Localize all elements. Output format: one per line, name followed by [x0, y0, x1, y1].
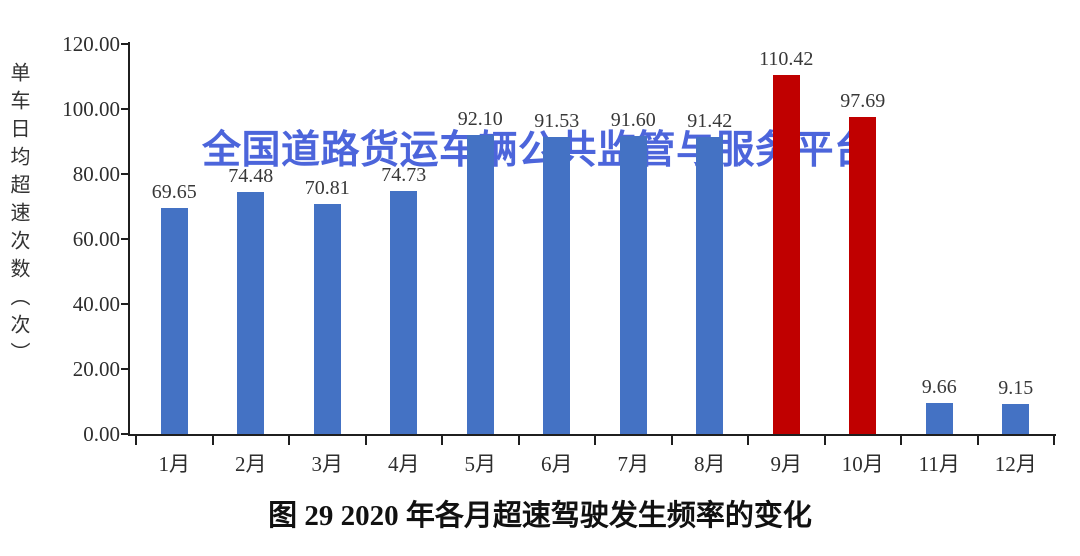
x-tick-mark: [976, 436, 979, 445]
y-tick-mark: [121, 108, 130, 110]
x-tick-label: 8月: [694, 452, 726, 476]
x-tick-label: 12月: [994, 452, 1037, 476]
bar-10月: [849, 116, 877, 434]
x-tick-label: 4月: [388, 452, 420, 476]
y-tick-label: 0.00: [83, 422, 120, 446]
bar-value-label: 91.42: [687, 109, 733, 132]
x-tick-label: 10月: [841, 452, 884, 476]
x-tick-label: 1月: [158, 452, 191, 476]
y-tick-mark: [121, 173, 130, 175]
y-tick-label: 120.00: [62, 32, 120, 56]
x-tick-mark: [517, 436, 520, 445]
y-axis-title: 单车日均超速次数（次）: [7, 62, 29, 370]
x-tick-label: 3月: [311, 452, 344, 476]
bar-12月: [1002, 404, 1030, 434]
bar-value-label: 9.15: [998, 377, 1034, 400]
y-tick-mark: [121, 238, 130, 240]
bar-1月: [160, 207, 188, 434]
x-tick-mark: [135, 436, 137, 445]
y-tick-label: 20.00: [72, 357, 120, 381]
y-axis-line: [128, 42, 130, 436]
x-tick-label: 5月: [464, 452, 497, 476]
y-tick-mark: [121, 43, 130, 45]
y-tick-mark: [121, 368, 130, 370]
bar-value-label: 69.65: [151, 180, 197, 203]
x-tick-mark: [594, 436, 596, 445]
x-tick-mark: [441, 436, 443, 445]
x-tick-mark: [1053, 436, 1055, 445]
bar-2月: [237, 191, 265, 434]
x-tick-mark: [364, 436, 367, 445]
bar-5月: [466, 134, 494, 434]
x-tick-label: 7月: [617, 452, 650, 476]
x-axis-line: [128, 434, 1056, 436]
bar-3月: [313, 203, 341, 434]
bar-value-label: 91.53: [534, 109, 580, 132]
bar-value-label: 97.69: [840, 89, 886, 112]
bar-4月: [390, 191, 418, 434]
y-tick-label: 40.00: [72, 292, 120, 316]
x-tick-mark: [900, 436, 902, 445]
y-tick-mark: [121, 433, 130, 435]
x-tick-label: 2月: [235, 452, 267, 476]
bar-8月: [696, 136, 724, 434]
x-tick-mark: [211, 436, 214, 445]
bar-value-label: 92.10: [457, 107, 503, 130]
y-tick-label: 60.00: [72, 227, 120, 251]
x-tick-mark: [747, 436, 749, 445]
bar-7月: [619, 136, 647, 434]
x-tick-mark: [670, 436, 673, 445]
x-tick-label: 6月: [541, 452, 573, 476]
bar-value-label: 74.73: [381, 164, 427, 187]
bar-9月: [772, 75, 800, 434]
y-tick-label: 80.00: [72, 162, 120, 186]
bar-11月: [925, 402, 953, 434]
x-tick-mark: [288, 436, 290, 445]
bar-value-label: 110.42: [759, 48, 814, 71]
chart-caption: 图 29 2020 年各月超速驾驶发生频率的变化: [268, 500, 812, 532]
x-tick-label: 9月: [770, 452, 803, 476]
bar-6月: [543, 136, 571, 434]
x-tick-mark: [823, 436, 826, 445]
y-tick-label: 100.00: [62, 97, 120, 121]
bar-value-label: 91.60: [610, 109, 656, 132]
watermark-text: 全国道路货运车辆公共监管与服务平台: [202, 129, 874, 172]
bar-value-label: 70.81: [304, 176, 350, 199]
bar-value-label: 9.66: [921, 375, 957, 398]
bar-value-label: 74.48: [228, 164, 274, 187]
x-tick-label: 11月: [918, 452, 960, 476]
y-tick-mark: [121, 303, 130, 305]
